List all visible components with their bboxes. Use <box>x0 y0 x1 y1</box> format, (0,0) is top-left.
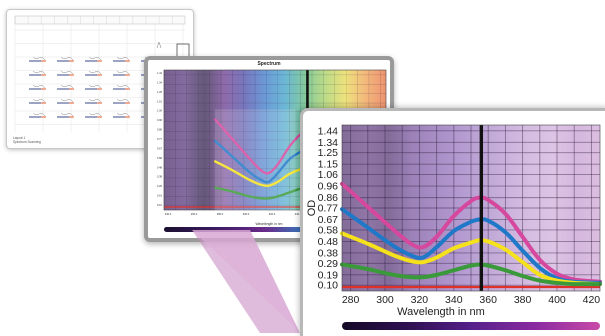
well-trace-curve <box>116 70 130 75</box>
zoom-x-tick: 360 <box>479 294 497 306</box>
zoom-y-tick: 0.58 <box>318 224 339 236</box>
zoom-y-tick: 0.77 <box>318 203 339 215</box>
zoom-y-tick: 1.06 <box>318 169 339 181</box>
zoom-y-tick: 1.44 <box>318 125 339 137</box>
well-trace-curve <box>32 70 46 75</box>
zoom-x-axis-label: Wavelength in nm <box>397 306 485 318</box>
zoom-x-tick: 400 <box>548 294 566 306</box>
series-line-2 <box>340 207 602 285</box>
well-trace-curve <box>116 112 130 117</box>
series-line-3 <box>340 231 602 287</box>
well-trace-curve <box>88 56 102 61</box>
well-trace-curve <box>60 56 74 61</box>
well-trace-curve <box>88 98 102 103</box>
spectrum-y-tick: 0.96 <box>157 118 163 122</box>
spectrum-y-tick: 0.38 <box>157 175 163 179</box>
zoom-x-tick: 340 <box>445 294 463 306</box>
spectrum-y-tick: 0.19 <box>157 194 163 198</box>
spectrum-x-tick: 280.0 <box>217 212 224 216</box>
zoom-y-tick: 0.67 <box>318 214 339 226</box>
zoom-y-tick: 1.25 <box>318 147 339 159</box>
well-trace-curve <box>116 84 130 89</box>
well-trace-curve <box>32 112 46 117</box>
series-line-1 <box>340 181 602 284</box>
zoom-y-tick: 1.34 <box>318 137 339 149</box>
zoom-chart-window[interactable]: 0.10 0.19 0.29 0.38 0.48 0.58 0.67 0.77 0.86 0.96… <box>300 108 605 336</box>
plate-legend-line2: Spectrum Scanning <box>13 140 41 144</box>
zoom-x-tick: 380 <box>514 294 532 306</box>
zoom-color-scale <box>342 322 600 330</box>
zoom-y-tick: 0.10 <box>318 280 339 292</box>
zoom-chart: 0.100.190.290.380.480.580.670.770.860.96… <box>306 124 602 330</box>
zoom-y-tick: 0.29 <box>318 258 339 270</box>
spectrum-y-tick: 1.25 <box>157 90 163 94</box>
spectrum-y-tick: 0.29 <box>157 184 163 188</box>
zoom-x-tick: 420 <box>583 294 601 306</box>
series-line-4 <box>340 262 602 287</box>
spectrum-x-tick: 320.0 <box>269 212 276 216</box>
spectrum-title: Spectrum <box>257 61 281 67</box>
zoom-y-axis-label: OD <box>306 200 318 217</box>
zoom-y-tick: 0.96 <box>318 181 339 193</box>
spectrum-y-tick: 0.67 <box>157 146 163 150</box>
well-trace-curve <box>88 112 102 117</box>
plate-cursor-mark <box>156 41 162 49</box>
well-trace-curve <box>60 112 74 117</box>
spectrum-y-tick: 0.86 <box>157 128 163 132</box>
spectrum-y-tick: 0.48 <box>157 165 163 169</box>
zoom-y-tick: 1.15 <box>318 159 339 171</box>
spectrum-x-axis-label: Wavelength in nm <box>255 222 283 226</box>
well-trace-curve <box>88 84 102 89</box>
plate-legend: Layout 1 Spectrum Scanning <box>13 136 41 144</box>
spectrum-x-tick: 250.0 <box>191 212 198 216</box>
spectrum-y-tick: 1.44 <box>157 71 163 75</box>
spectrum-y-tick: 1.06 <box>157 109 163 113</box>
well-trace-curve <box>88 70 102 75</box>
spectrum-y-tick: 1.15 <box>157 99 163 103</box>
well-trace-curve <box>116 98 130 103</box>
spectrum-y-tick: 0.10 <box>157 203 163 207</box>
zoom-x-tick: 300 <box>376 294 394 306</box>
well-trace-curve <box>60 70 74 75</box>
well-trace-curve <box>116 56 130 61</box>
spectrum-x-tick: 300.0 <box>243 212 250 216</box>
well-trace-curve <box>60 98 74 103</box>
well-trace-curve <box>32 56 46 61</box>
zoom-y-tick: 0.86 <box>318 192 339 204</box>
zoom-y-tick: 0.48 <box>318 236 339 248</box>
spectrum-x-tick: 340.0 <box>295 212 302 216</box>
well-trace-curve <box>60 84 74 89</box>
plot-background <box>342 125 600 291</box>
plot-frame <box>341 124 601 292</box>
spectrum-y-tick: 1.34 <box>157 80 163 84</box>
well-trace-curve <box>32 98 46 103</box>
zoom-x-tick: 320 <box>411 294 429 306</box>
plot-wash <box>342 125 600 291</box>
well-trace-curve <box>32 84 46 89</box>
zoom-selection-box <box>214 109 296 211</box>
zoom-y-tick: 0.38 <box>318 247 339 259</box>
spectrum-x-tick: 230.0 <box>165 212 172 216</box>
zoom-x-tick: 280 <box>342 294 360 306</box>
zoom-y-tick: 0.19 <box>318 269 339 281</box>
spectrum-y-tick: 0.77 <box>157 137 163 141</box>
spectrum-y-tick: 0.58 <box>157 156 163 160</box>
plate-legend-line1: Layout 1 <box>13 136 26 140</box>
